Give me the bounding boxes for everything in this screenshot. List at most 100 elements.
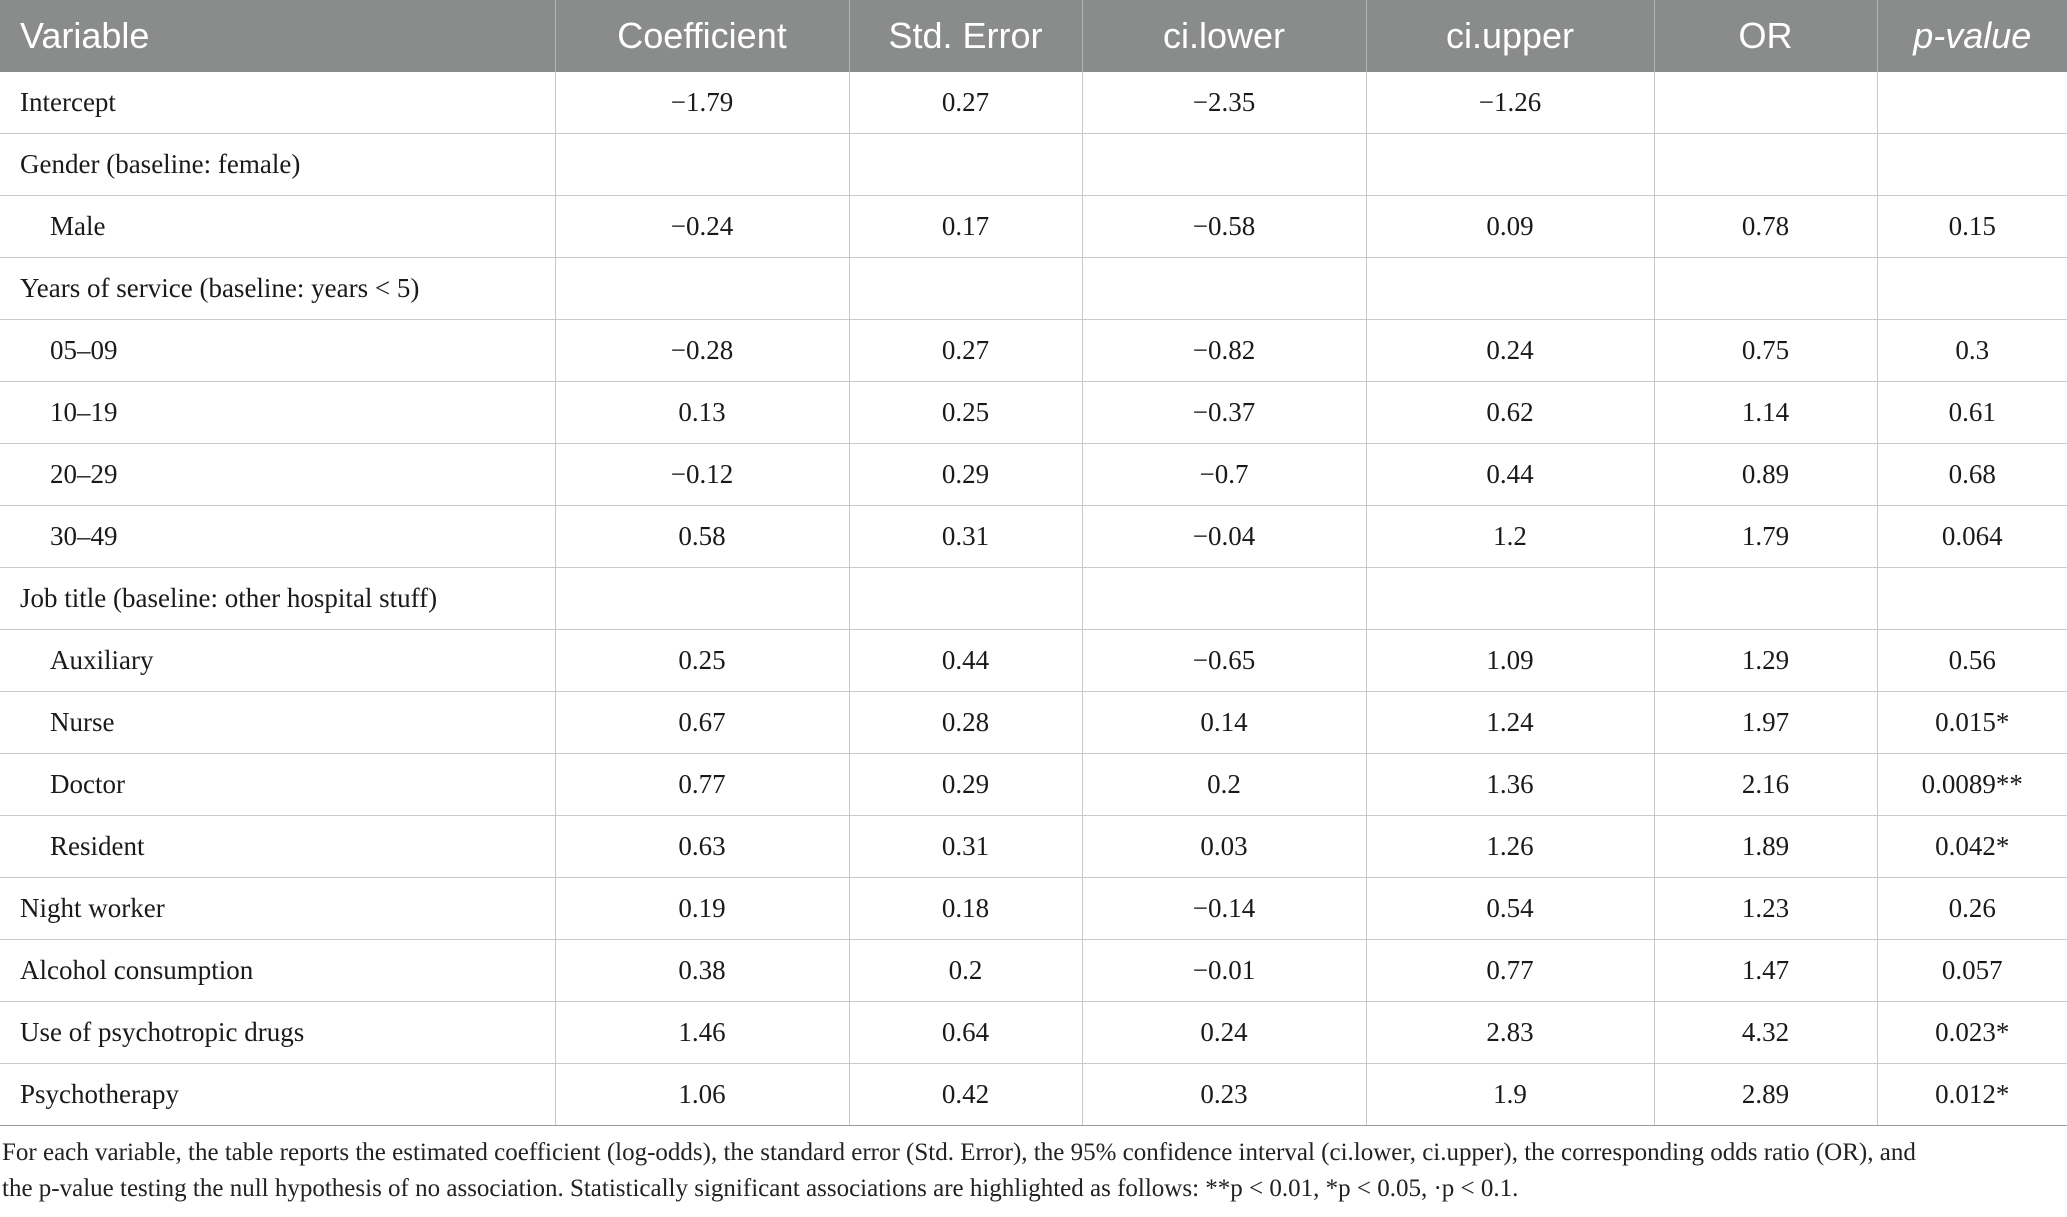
ci-lower-cell xyxy=(1082,257,1367,320)
std-error-cell: 0.28 xyxy=(849,691,1083,754)
footnote-line-2: the p-value testing the null hypothesis … xyxy=(2,1175,1519,1202)
ci-lower-cell: −0.58 xyxy=(1082,195,1367,258)
p-value-cell: 0.3 xyxy=(1877,319,2067,382)
std-error-cell: 0.64 xyxy=(849,1001,1083,1064)
ci-upper-cell: 1.9 xyxy=(1366,1063,1655,1126)
ci-lower-cell: −0.65 xyxy=(1082,629,1367,692)
or-cell: 1.14 xyxy=(1654,381,1878,444)
ci-upper-cell: 1.09 xyxy=(1366,629,1655,692)
table-row: Job title (baseline: other hospital stuf… xyxy=(0,567,2067,630)
p-value-cell: 0.015* xyxy=(1877,691,2067,754)
ci-upper-cell: 0.62 xyxy=(1366,381,1655,444)
or-cell: 2.89 xyxy=(1654,1063,1878,1126)
ci-lower-cell: 0.03 xyxy=(1082,815,1367,878)
coefficient-cell xyxy=(555,567,850,630)
footnote-line-1: For each variable, the table reports the… xyxy=(2,1139,1916,1166)
or-cell: 1.79 xyxy=(1654,505,1878,568)
p-value-cell xyxy=(1877,72,2067,134)
header-std-error: Std. Error xyxy=(849,0,1083,72)
std-error-cell: 0.17 xyxy=(849,195,1083,258)
header-coefficient: Coefficient xyxy=(555,0,850,72)
header-ci-lower: ci.lower xyxy=(1082,0,1367,72)
coefficient-cell: 0.77 xyxy=(555,753,850,816)
std-error-cell: 0.2 xyxy=(849,939,1083,1002)
header-p-value: p-value xyxy=(1877,0,2067,72)
table-row: Resident 0.63 0.31 0.03 1.26 1.89 0.042* xyxy=(0,815,2067,878)
ci-upper-cell: 1.26 xyxy=(1366,815,1655,878)
coefficient-cell: −0.24 xyxy=(555,195,850,258)
table-row: Years of service (baseline: years < 5) xyxy=(0,257,2067,320)
or-cell: 0.89 xyxy=(1654,443,1878,506)
or-cell xyxy=(1654,133,1878,196)
variable-cell: Job title (baseline: other hospital stuf… xyxy=(0,567,556,630)
variable-cell: Doctor xyxy=(0,753,556,816)
p-value-cell: 0.15 xyxy=(1877,195,2067,258)
table-row: Auxiliary 0.25 0.44 −0.65 1.09 1.29 0.56 xyxy=(0,629,2067,692)
variable-cell: Night worker xyxy=(0,877,556,940)
table-row: 05–09 −0.28 0.27 −0.82 0.24 0.75 0.3 xyxy=(0,319,2067,382)
header-p-value-label: p-value xyxy=(1913,15,2032,56)
p-value-cell: 0.042* xyxy=(1877,815,2067,878)
table-row: Intercept −1.79 0.27 −2.35 −1.26 xyxy=(0,72,2067,134)
table-row: Doctor 0.77 0.29 0.2 1.36 2.16 0.0089** xyxy=(0,753,2067,816)
std-error-cell: 0.31 xyxy=(849,505,1083,568)
ci-lower-cell: −0.14 xyxy=(1082,877,1367,940)
coefficient-cell: −0.28 xyxy=(555,319,850,382)
ci-upper-cell: 0.54 xyxy=(1366,877,1655,940)
table-row: 30–49 0.58 0.31 −0.04 1.2 1.79 0.064 xyxy=(0,505,2067,568)
table-row: Psychotherapy 1.06 0.42 0.23 1.9 2.89 0.012* xyxy=(0,1063,2067,1126)
coefficient-cell: 0.25 xyxy=(555,629,850,692)
coefficient-cell: 1.06 xyxy=(555,1063,850,1126)
variable-cell: Resident xyxy=(0,815,556,878)
p-value-cell: 0.023* xyxy=(1877,1001,2067,1064)
or-cell xyxy=(1654,567,1878,630)
p-value-cell: 0.057 xyxy=(1877,939,2067,1002)
std-error-cell: 0.25 xyxy=(849,381,1083,444)
coefficient-cell xyxy=(555,133,850,196)
ci-upper-cell xyxy=(1366,133,1655,196)
variable-cell: Alcohol consumption xyxy=(0,939,556,1002)
variable-cell: Nurse xyxy=(0,691,556,754)
p-value-cell: 0.012* xyxy=(1877,1063,2067,1126)
variable-cell: 30–49 xyxy=(0,505,556,568)
table-row: Use of psychotropic drugs 1.46 0.64 0.24 2.8… xyxy=(0,1001,2067,1064)
ci-upper-cell: 2.83 xyxy=(1366,1001,1655,1064)
variable-cell: 20–29 xyxy=(0,443,556,506)
or-cell xyxy=(1654,72,1878,134)
ci-upper-cell: 0.09 xyxy=(1366,195,1655,258)
variable-cell: 10–19 xyxy=(0,381,556,444)
variable-cell: Male xyxy=(0,195,556,258)
table-footnote: For each variable, the table reports the… xyxy=(0,1135,2067,1207)
table-row: Nurse 0.67 0.28 0.14 1.24 1.97 0.015* xyxy=(0,691,2067,754)
coefficient-cell: 0.13 xyxy=(555,381,850,444)
std-error-cell: 0.29 xyxy=(849,443,1083,506)
or-cell: 0.78 xyxy=(1654,195,1878,258)
or-cell: 1.97 xyxy=(1654,691,1878,754)
std-error-cell: 0.18 xyxy=(849,877,1083,940)
ci-upper-cell: 0.44 xyxy=(1366,443,1655,506)
ci-lower-cell: 0.23 xyxy=(1082,1063,1367,1126)
coefficient-cell: 0.38 xyxy=(555,939,850,1002)
ci-upper-cell: 1.36 xyxy=(1366,753,1655,816)
header-or: OR xyxy=(1654,0,1878,72)
header-row: Variable Coefficient Std. Error ci.lower… xyxy=(0,0,2067,72)
ci-lower-cell xyxy=(1082,567,1367,630)
or-cell: 1.47 xyxy=(1654,939,1878,1002)
p-value-cell: 0.26 xyxy=(1877,877,2067,940)
ci-upper-cell: 1.24 xyxy=(1366,691,1655,754)
std-error-cell: 0.27 xyxy=(849,72,1083,134)
p-value-cell xyxy=(1877,133,2067,196)
table-row: Night worker 0.19 0.18 −0.14 0.54 1.23 0.26 xyxy=(0,877,2067,940)
or-cell: 4.32 xyxy=(1654,1001,1878,1064)
std-error-cell: 0.29 xyxy=(849,753,1083,816)
table-row: Male −0.24 0.17 −0.58 0.09 0.78 0.15 xyxy=(0,195,2067,258)
header-ci-upper: ci.upper xyxy=(1366,0,1655,72)
ci-upper-cell: 0.77 xyxy=(1366,939,1655,1002)
p-value-cell: 0.61 xyxy=(1877,381,2067,444)
p-value-cell: 0.064 xyxy=(1877,505,2067,568)
ci-lower-cell: −0.82 xyxy=(1082,319,1367,382)
table-body: Intercept −1.79 0.27 −2.35 −1.26 Gender (base… xyxy=(0,72,2067,1126)
ci-upper-cell: 1.2 xyxy=(1366,505,1655,568)
table-row: 10–19 0.13 0.25 −0.37 0.62 1.14 0.61 xyxy=(0,381,2067,444)
ci-lower-cell: −0.7 xyxy=(1082,443,1367,506)
